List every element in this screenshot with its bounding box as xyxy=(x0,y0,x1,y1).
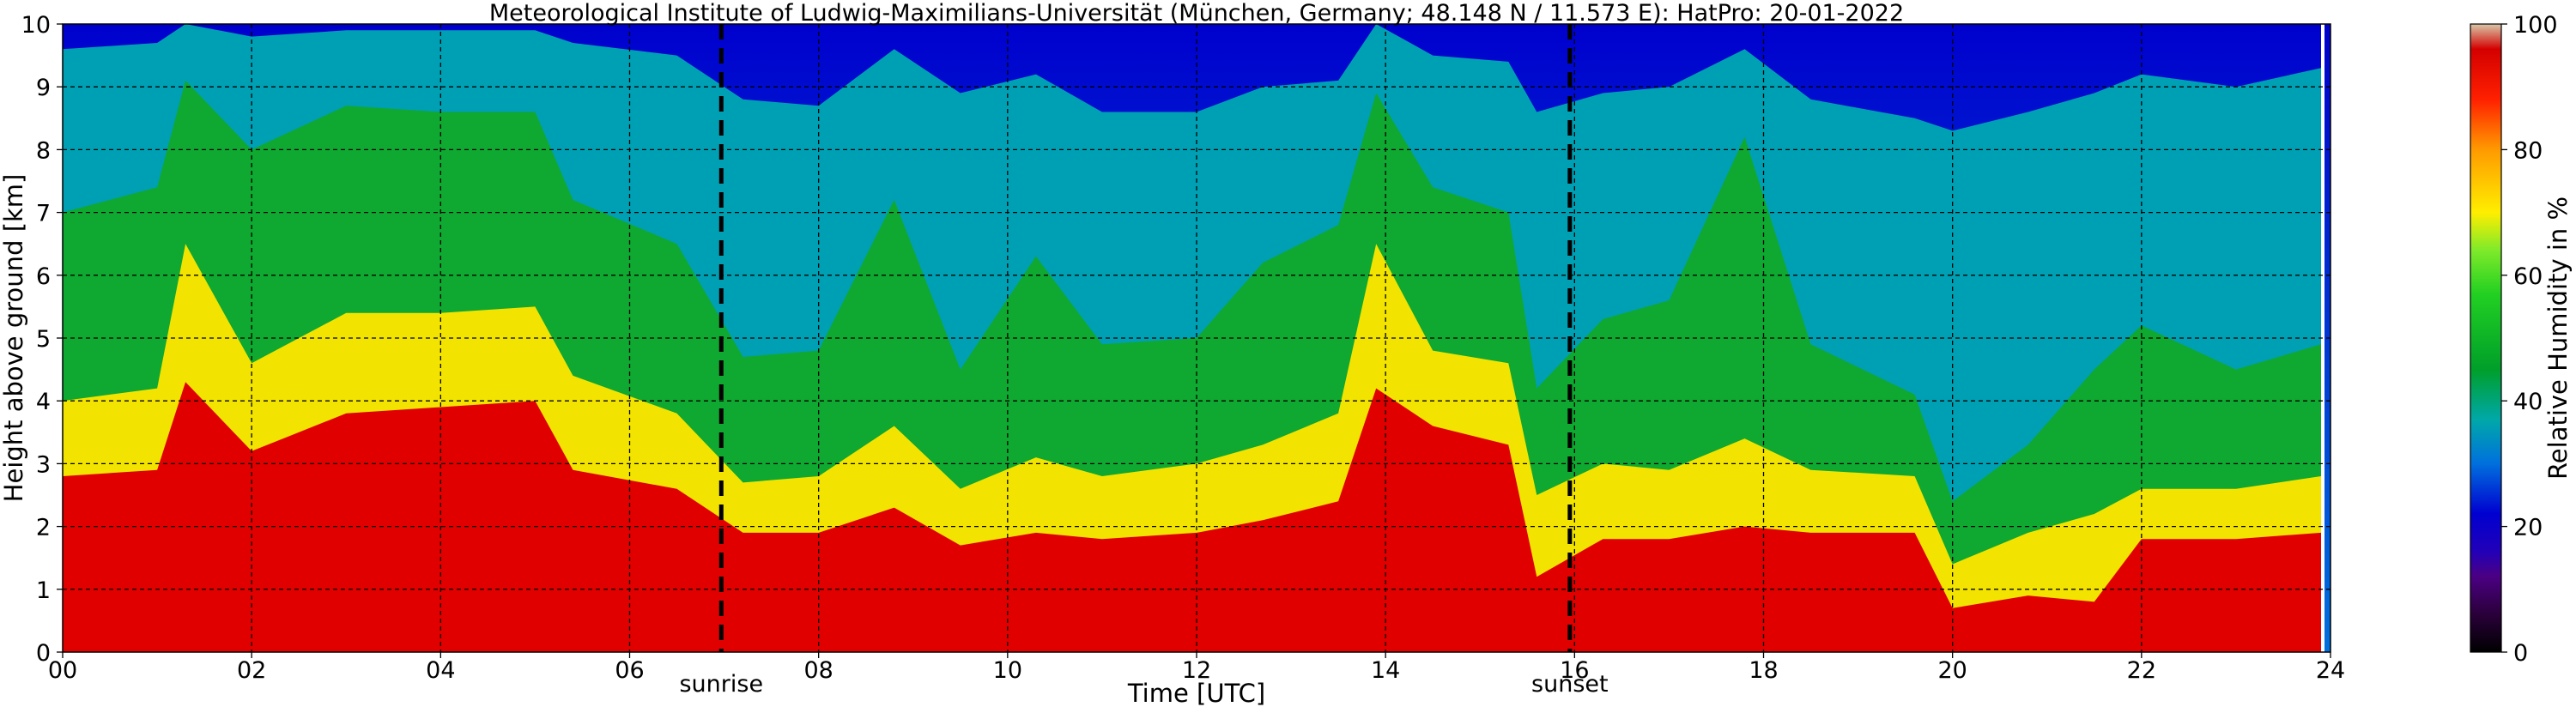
y-tick-label: 1 xyxy=(36,577,51,604)
x-tick-label: 20 xyxy=(1937,657,1967,684)
y-tick-label: 5 xyxy=(36,326,51,353)
y-tick-label: 0 xyxy=(36,640,51,667)
x-tick-label: 22 xyxy=(2127,657,2156,684)
x-tick-label: 16 xyxy=(1560,657,1589,684)
y-tick-label: 8 xyxy=(36,137,51,164)
plot-area xyxy=(62,23,2331,653)
annotation-labels: sunrise sunset xyxy=(679,671,1608,698)
x-tick-label: 04 xyxy=(426,657,455,684)
x-tick-label: 08 xyxy=(803,657,833,684)
colorbar-tick-label: 0 xyxy=(2513,640,2528,667)
y-tick-label: 7 xyxy=(36,201,51,227)
chart-title: Meteorological Institute of Ludwig-Maxim… xyxy=(489,0,1904,27)
x-axis-ticks: 00 02 04 06 08 10 12 14 16 18 20 22 24 xyxy=(48,652,2345,684)
y-tick-label: 10 xyxy=(21,12,51,39)
x-tick-label: 12 xyxy=(1182,657,1211,684)
x-tick-label: 18 xyxy=(1749,657,1778,684)
x-tick-label: 14 xyxy=(1371,657,1400,684)
colorbar-ticks: 0 20 40 60 80 100 xyxy=(2501,12,2558,667)
x-axis-label: Time [UTC] xyxy=(1127,679,1265,707)
x-tick-label: 00 xyxy=(48,657,77,684)
y-tick-label: 9 xyxy=(36,75,51,101)
y-axis-ticks: 0 1 2 3 4 5 6 7 8 9 10 xyxy=(21,12,63,667)
annotation-label-sunrise: sunrise xyxy=(679,671,763,698)
colorbar-tick-label: 20 xyxy=(2513,515,2543,541)
grid-lines xyxy=(63,24,2331,652)
colorbar-gradient xyxy=(2470,23,2502,653)
x-tick-label: 02 xyxy=(237,657,266,684)
band-red xyxy=(63,382,2321,652)
y-axis-label: Height above ground [km] xyxy=(0,174,28,503)
x-tick-label: 06 xyxy=(615,657,644,684)
colorbar-tick-label: 80 xyxy=(2513,137,2543,164)
colorbar-tick-label: 100 xyxy=(2513,12,2558,39)
annotation-lines xyxy=(718,24,1573,652)
x-tick-label: 24 xyxy=(2316,657,2345,684)
colorbar: 0 20 40 60 80 100 Relative Humidity in % xyxy=(2470,12,2573,667)
y-tick-label: 3 xyxy=(36,451,51,478)
annotation-label-sunset: sunset xyxy=(1531,671,1609,698)
y-tick-label: 2 xyxy=(36,515,51,541)
colorbar-tick-label: 60 xyxy=(2513,263,2543,290)
x-tick-label: 10 xyxy=(993,657,1022,684)
colorbar-tick-label: 40 xyxy=(2513,389,2543,415)
y-tick-label: 6 xyxy=(36,263,51,290)
y-tick-label: 4 xyxy=(36,389,51,415)
colorbar-label: Relative Humidity in % xyxy=(2543,196,2573,480)
